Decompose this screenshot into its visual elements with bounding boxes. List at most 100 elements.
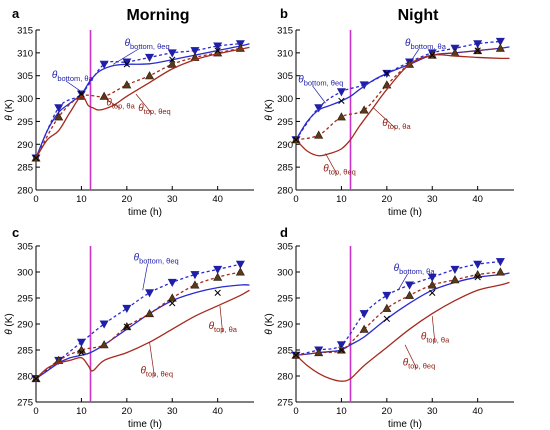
panel-letter-a: a xyxy=(12,6,20,21)
data-point-top xyxy=(167,293,177,302)
x-tick-label: 20 xyxy=(382,406,393,417)
data-point-bottom xyxy=(359,310,369,319)
data-point-bottom xyxy=(190,47,200,56)
data-point-bottom xyxy=(190,271,200,280)
data-point-x xyxy=(214,289,221,296)
data-point-top xyxy=(427,280,437,289)
annotation-pointer xyxy=(101,95,121,109)
data-point-x xyxy=(474,47,481,54)
panel-letter-c: c xyxy=(12,225,19,240)
x-tick-label: 0 xyxy=(293,194,298,205)
x-tick-label: 40 xyxy=(472,194,483,205)
data-point-bottom xyxy=(145,289,155,298)
y-tick-label: 310 xyxy=(17,48,33,59)
y-tick-label: 285 xyxy=(277,346,293,357)
x-tick-label: 0 xyxy=(33,406,38,417)
series-line-bottom-a xyxy=(35,43,250,159)
y-tick-label: 305 xyxy=(17,71,33,82)
annotation-pointer xyxy=(411,48,420,60)
x-axis-label: time (h) xyxy=(128,419,162,430)
annotation-pointer xyxy=(142,263,148,291)
data-point-top xyxy=(145,308,155,318)
annotation-label: θtop, θeq xyxy=(403,358,436,371)
x-tick-label: 40 xyxy=(472,406,483,417)
y-tick-label: 300 xyxy=(17,268,33,279)
annotation-label: θtop, θeq xyxy=(140,365,173,378)
x-tick-label: 30 xyxy=(167,194,178,205)
x-tick-label: 10 xyxy=(76,194,87,205)
annotation-label: θbottom, θeq xyxy=(134,253,179,266)
data-point-x xyxy=(123,61,130,68)
data-point-bottom xyxy=(213,265,223,275)
panel-d: d 275 280 285 290 295 300 305 0 10 20 30 40 time (h) θ… xyxy=(264,225,514,430)
data-point-bottom xyxy=(99,60,109,69)
x-tick-label: 30 xyxy=(167,406,178,417)
y-tick-label: 285 xyxy=(277,163,293,174)
annotation-pointer xyxy=(397,273,408,291)
x-tick-label: 0 xyxy=(293,406,298,417)
annotation-label: θbottom, θeq xyxy=(298,75,343,88)
annotation-label: θbottom, θa xyxy=(405,38,447,51)
series-line-bottom-a xyxy=(295,272,510,356)
data-point-top xyxy=(359,105,369,114)
annotation-label: θtop, θa xyxy=(421,332,450,345)
data-point-x xyxy=(292,136,300,143)
y-axis-label: θ (K) xyxy=(264,313,275,335)
data-point-x xyxy=(169,56,176,63)
y-tick-label: 295 xyxy=(17,294,33,305)
data-point-bottom xyxy=(427,273,437,282)
annotation-pointer xyxy=(372,107,397,130)
data-point-x xyxy=(383,70,390,77)
data-point-top xyxy=(99,340,109,349)
y-tick-label: 295 xyxy=(17,117,33,128)
y-tick-label: 300 xyxy=(277,94,293,105)
data-point-x xyxy=(429,289,436,296)
y-axis-label: θ (K) xyxy=(264,99,275,121)
y-tick-label: 275 xyxy=(277,398,293,409)
y-tick-label: 280 xyxy=(277,372,293,383)
y-tick-label: 300 xyxy=(277,268,293,279)
x-tick-label: 10 xyxy=(336,194,347,205)
y-tick-label: 305 xyxy=(277,71,293,82)
data-point-bottom xyxy=(336,341,346,350)
x-tick-label: 20 xyxy=(382,194,393,205)
data-point-top xyxy=(122,80,132,89)
data-point-bottom xyxy=(145,53,155,63)
data-point-top xyxy=(336,112,346,121)
data-point-top xyxy=(495,43,505,52)
annotation-label: θbottom, θeq xyxy=(125,38,170,51)
y-tick-label: 295 xyxy=(277,117,293,128)
annotation-pointer xyxy=(113,48,139,65)
data-point-bottom xyxy=(76,338,86,347)
panel-letter-b: b xyxy=(280,6,288,21)
data-point-bottom xyxy=(405,281,415,290)
y-tick-label: 295 xyxy=(277,294,293,305)
panel-c: c 275 280 285 290 295 300 305 0 10 20 30 40 time (h) θ… xyxy=(4,225,254,430)
data-point-top xyxy=(190,280,200,289)
y-tick-label: 290 xyxy=(277,140,293,151)
data-point-bottom xyxy=(336,88,346,97)
data-point-top xyxy=(167,59,177,68)
data-point-bottom xyxy=(213,42,223,51)
y-tick-label: 280 xyxy=(17,372,33,383)
data-point-top xyxy=(235,267,245,276)
data-point-top xyxy=(359,324,369,333)
data-point-bottom xyxy=(99,320,109,329)
series-line-top-eq xyxy=(295,47,501,141)
annotation-pointer xyxy=(219,305,223,333)
data-point-x xyxy=(78,90,85,98)
annotation-label: θtop, θa xyxy=(382,118,411,131)
series-line-bottom-eq xyxy=(295,40,501,141)
data-point-x xyxy=(78,349,85,356)
col-title-night: Night xyxy=(398,7,440,24)
data-point-bottom xyxy=(167,49,177,58)
y-tick-label: 305 xyxy=(277,242,293,253)
series-line-top-a xyxy=(35,289,250,380)
data-point-x xyxy=(338,97,345,105)
x-axis-label: time (h) xyxy=(388,207,422,218)
panel-letter-d: d xyxy=(280,225,288,240)
annotation-pointer xyxy=(135,93,153,115)
series-line-top-eq xyxy=(295,271,501,356)
annotation-pointer xyxy=(431,316,436,343)
series-line-top-a xyxy=(295,54,510,157)
